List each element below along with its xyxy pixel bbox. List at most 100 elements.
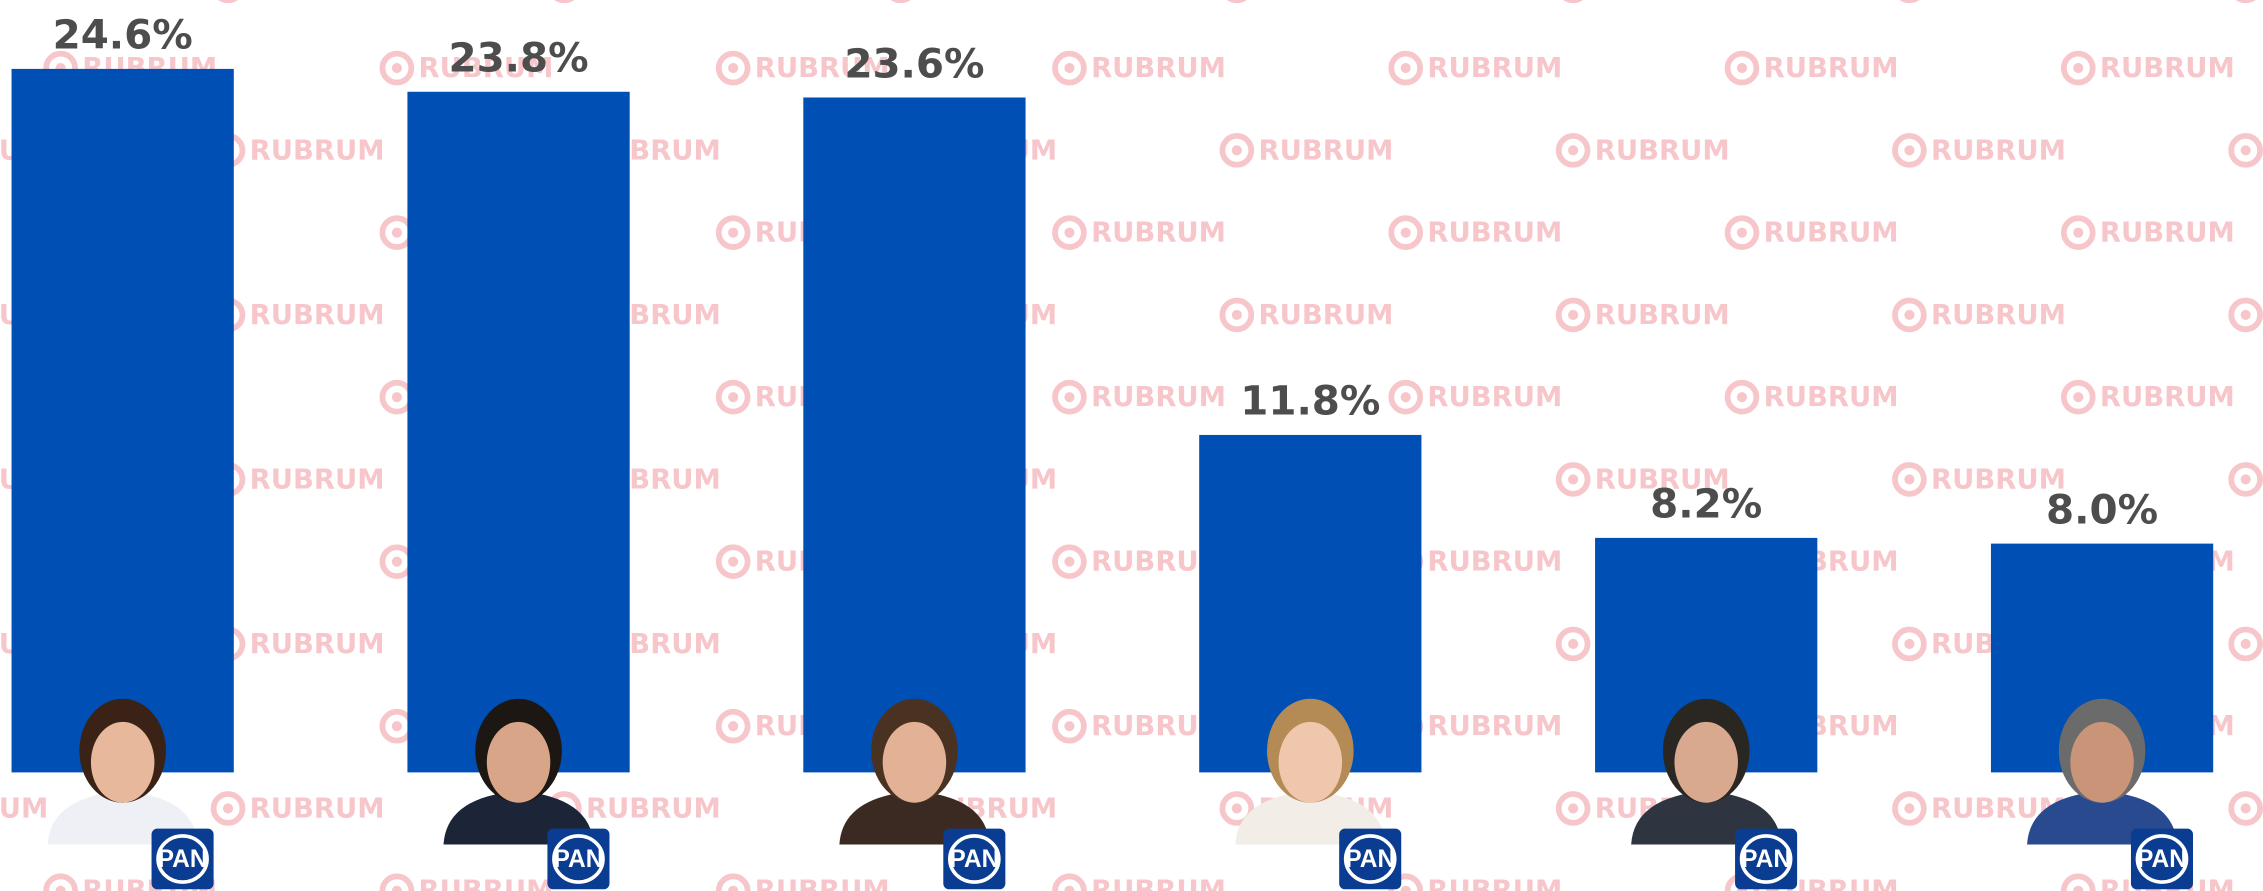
watermark-dot — [2073, 885, 2084, 891]
watermark: RUBRUM — [715, 873, 890, 891]
watermark-dot — [1736, 63, 1748, 74]
watermark-icon — [2228, 791, 2263, 826]
watermark-dot — [391, 227, 402, 238]
watermark: RUBRUM — [1892, 462, 2066, 497]
watermark-dot — [1400, 392, 1411, 403]
watermark-text: RUBRUM — [1259, 135, 1394, 166]
watermark-icon — [715, 708, 751, 744]
watermark-dot — [1064, 885, 1075, 891]
watermark-dot — [1736, 227, 1748, 238]
watermark-text: RUBRUM — [250, 464, 385, 495]
watermark-icon — [1052, 50, 1087, 86]
watermark-text: RUBRUM — [1595, 464, 1730, 495]
watermark: RUBRUM — [1724, 215, 1899, 250]
watermark: RUBRUM — [1555, 462, 1730, 497]
watermark-dot — [2240, 145, 2251, 156]
watermark-text: RUBRUM — [1427, 218, 1562, 249]
logo-box — [547, 828, 610, 890]
watermark-dot — [1568, 638, 1579, 649]
watermark-icon — [1555, 133, 1591, 168]
watermark-text: RUBRUM — [755, 876, 890, 891]
logo-ring — [1739, 834, 1793, 884]
watermark-icon — [1724, 50, 1760, 86]
logo-ring — [552, 834, 605, 884]
watermark: RUBRUM — [0, 793, 48, 824]
watermark: RUBRUM — [2235, 0, 2256, 4]
watermark: RUBRUM — [210, 462, 385, 497]
logo-ring — [947, 834, 1001, 884]
portrait-face — [1278, 721, 1343, 803]
watermark-dot — [1400, 63, 1411, 74]
watermark: RUBRUM — [2228, 462, 2263, 497]
watermark-icon — [1724, 215, 1760, 250]
watermark: RUBRUM — [1052, 873, 1226, 891]
portrait — [47, 698, 198, 845]
party-logo: PAN — [1735, 828, 1798, 890]
watermark-dot — [1568, 474, 1579, 485]
watermark: RUBRUM — [210, 626, 385, 662]
watermark-text: RUBRUM — [250, 629, 385, 660]
watermark: RUBRUM — [1555, 133, 1730, 168]
watermark: RUBRUM — [1555, 297, 1730, 333]
watermark-icon — [2060, 379, 2096, 415]
watermark-icon — [2060, 50, 2096, 86]
watermark-dot — [2240, 803, 2251, 814]
watermark-text: RUBRUM — [1427, 382, 1562, 413]
logo-box — [943, 828, 1006, 890]
watermark: RUBRUM — [2228, 133, 2263, 168]
watermark: RUBRUM — [1052, 50, 1226, 86]
watermark-dot — [1904, 309, 1915, 320]
watermark-dot — [1400, 227, 1411, 238]
watermark-dot — [2073, 227, 2084, 238]
watermark: RUBRUM — [218, 0, 385, 4]
watermark-icon — [1052, 215, 1087, 250]
watermark: RUBRUM — [2060, 50, 2235, 86]
party-logo: PAN — [547, 828, 610, 890]
watermark-icon — [1892, 462, 1927, 497]
watermark-dot — [1904, 638, 1915, 649]
watermark-dot — [55, 885, 66, 891]
watermark: RUBRUM — [0, 0, 48, 2]
watermark-text: RUBRUM — [250, 0, 385, 2]
watermark-icon — [1892, 133, 1927, 168]
logo-text: PAN — [1345, 846, 1395, 873]
watermark-dot — [1904, 803, 1915, 814]
watermark: RUBRUM — [1892, 133, 2066, 168]
logo-text: PAN — [1741, 846, 1791, 873]
watermark-text: RUBRUM — [1764, 876, 1899, 891]
watermark: RUBRUM — [1052, 379, 1226, 415]
value-label: 8.2% — [1650, 480, 1762, 528]
watermark-icon — [1052, 379, 1087, 415]
logo-text: PAN — [553, 846, 603, 873]
watermark: RUBRUM — [1724, 379, 1899, 415]
watermark-icon — [1892, 791, 1927, 826]
watermark-icon — [1052, 544, 1087, 579]
watermark-icon — [1724, 379, 1760, 415]
portrait — [2027, 698, 2178, 845]
logo-box — [2130, 828, 2194, 890]
party-logo: PAN — [2130, 828, 2194, 890]
party-logo: PAN — [151, 828, 214, 890]
watermark-icon — [715, 379, 751, 415]
bar — [407, 91, 630, 773]
watermark-text: RUBRUM — [1764, 218, 1899, 249]
watermark-dot — [2073, 392, 2084, 403]
logo-ring — [2135, 834, 2189, 884]
watermark: RUBRUM — [1899, 0, 2066, 4]
portrait-face — [882, 721, 947, 803]
logo-box — [1735, 828, 1798, 890]
watermark: RUBRUM — [1724, 50, 1899, 86]
watermark-dot — [1231, 803, 1242, 814]
logo-text: PAN — [2137, 846, 2187, 873]
portrait-face — [90, 721, 155, 803]
watermark-dot — [1904, 474, 1915, 485]
watermark: RUBRUM — [2228, 297, 2263, 333]
watermark-dot — [1231, 309, 1242, 320]
watermark-dot — [1736, 392, 1748, 403]
watermark-dot — [1568, 309, 1579, 320]
watermark-text: RUBRUM — [586, 793, 721, 824]
watermark: RUBRUM — [1388, 873, 1562, 891]
watermark-text: RUBRUM — [1427, 876, 1562, 891]
